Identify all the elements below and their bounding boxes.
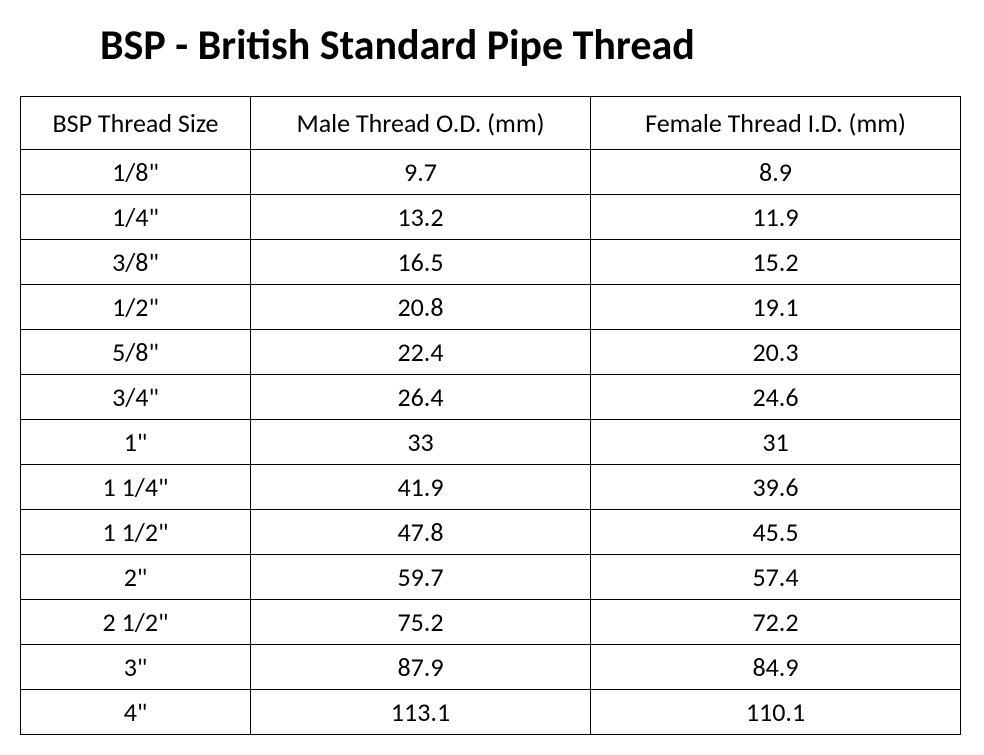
cell-male-od: 33 [251, 420, 591, 465]
cell-male-od: 87.9 [251, 645, 591, 690]
cell-female-id: 8.9 [591, 150, 961, 195]
cell-female-id: 19.1 [591, 285, 961, 330]
cell-size: 2" [21, 555, 251, 600]
table-header-row: BSP Thread Size Male Thread O.D. (mm) Fe… [21, 97, 961, 150]
cell-size: 5/8" [21, 330, 251, 375]
bsp-thread-table: BSP Thread Size Male Thread O.D. (mm) Fe… [20, 96, 961, 735]
cell-female-id: 15.2 [591, 240, 961, 285]
cell-female-id: 31 [591, 420, 961, 465]
page-title: BSP - British Standard Pipe Thread [100, 20, 964, 71]
table-row: 5/8" 22.4 20.3 [21, 330, 961, 375]
col-header-male-od: Male Thread O.D. (mm) [251, 97, 591, 150]
cell-size: 1/2" [21, 285, 251, 330]
table-row: 1" 33 31 [21, 420, 961, 465]
table-row: 1 1/2" 47.8 45.5 [21, 510, 961, 555]
col-header-size: BSP Thread Size [21, 97, 251, 150]
cell-female-id: 45.5 [591, 510, 961, 555]
cell-female-id: 20.3 [591, 330, 961, 375]
col-header-female-id: Female Thread I.D. (mm) [591, 97, 961, 150]
cell-male-od: 22.4 [251, 330, 591, 375]
cell-male-od: 9.7 [251, 150, 591, 195]
cell-male-od: 16.5 [251, 240, 591, 285]
cell-size: 1" [21, 420, 251, 465]
table-row: 4" 113.1 110.1 [21, 690, 961, 735]
table-row: 3/4" 26.4 24.6 [21, 375, 961, 420]
table-row: 2 1/2" 75.2 72.2 [21, 600, 961, 645]
table-row: 1/2" 20.8 19.1 [21, 285, 961, 330]
cell-size: 1 1/2" [21, 510, 251, 555]
cell-size: 1/8" [21, 150, 251, 195]
cell-female-id: 84.9 [591, 645, 961, 690]
cell-female-id: 57.4 [591, 555, 961, 600]
cell-size: 3" [21, 645, 251, 690]
cell-female-id: 72.2 [591, 600, 961, 645]
cell-male-od: 59.7 [251, 555, 591, 600]
table-row: 3" 87.9 84.9 [21, 645, 961, 690]
cell-female-id: 39.6 [591, 465, 961, 510]
cell-female-id: 11.9 [591, 195, 961, 240]
cell-male-od: 113.1 [251, 690, 591, 735]
page-container: BSP - British Standard Pipe Thread BSP T… [0, 0, 984, 755]
cell-female-id: 110.1 [591, 690, 961, 735]
table-row: 2" 59.7 57.4 [21, 555, 961, 600]
table-row: 1/8" 9.7 8.9 [21, 150, 961, 195]
table-body: 1/8" 9.7 8.9 1/4" 13.2 11.9 3/8" 16.5 15… [21, 150, 961, 735]
cell-male-od: 26.4 [251, 375, 591, 420]
table-row: 3/8" 16.5 15.2 [21, 240, 961, 285]
cell-size: 4" [21, 690, 251, 735]
cell-size: 3/8" [21, 240, 251, 285]
cell-size: 1 1/4" [21, 465, 251, 510]
cell-size: 3/4" [21, 375, 251, 420]
table-row: 1/4" 13.2 11.9 [21, 195, 961, 240]
cell-male-od: 13.2 [251, 195, 591, 240]
cell-size: 1/4" [21, 195, 251, 240]
cell-male-od: 41.9 [251, 465, 591, 510]
cell-male-od: 20.8 [251, 285, 591, 330]
cell-female-id: 24.6 [591, 375, 961, 420]
table-row: 1 1/4" 41.9 39.6 [21, 465, 961, 510]
cell-male-od: 75.2 [251, 600, 591, 645]
cell-male-od: 47.8 [251, 510, 591, 555]
cell-size: 2 1/2" [21, 600, 251, 645]
